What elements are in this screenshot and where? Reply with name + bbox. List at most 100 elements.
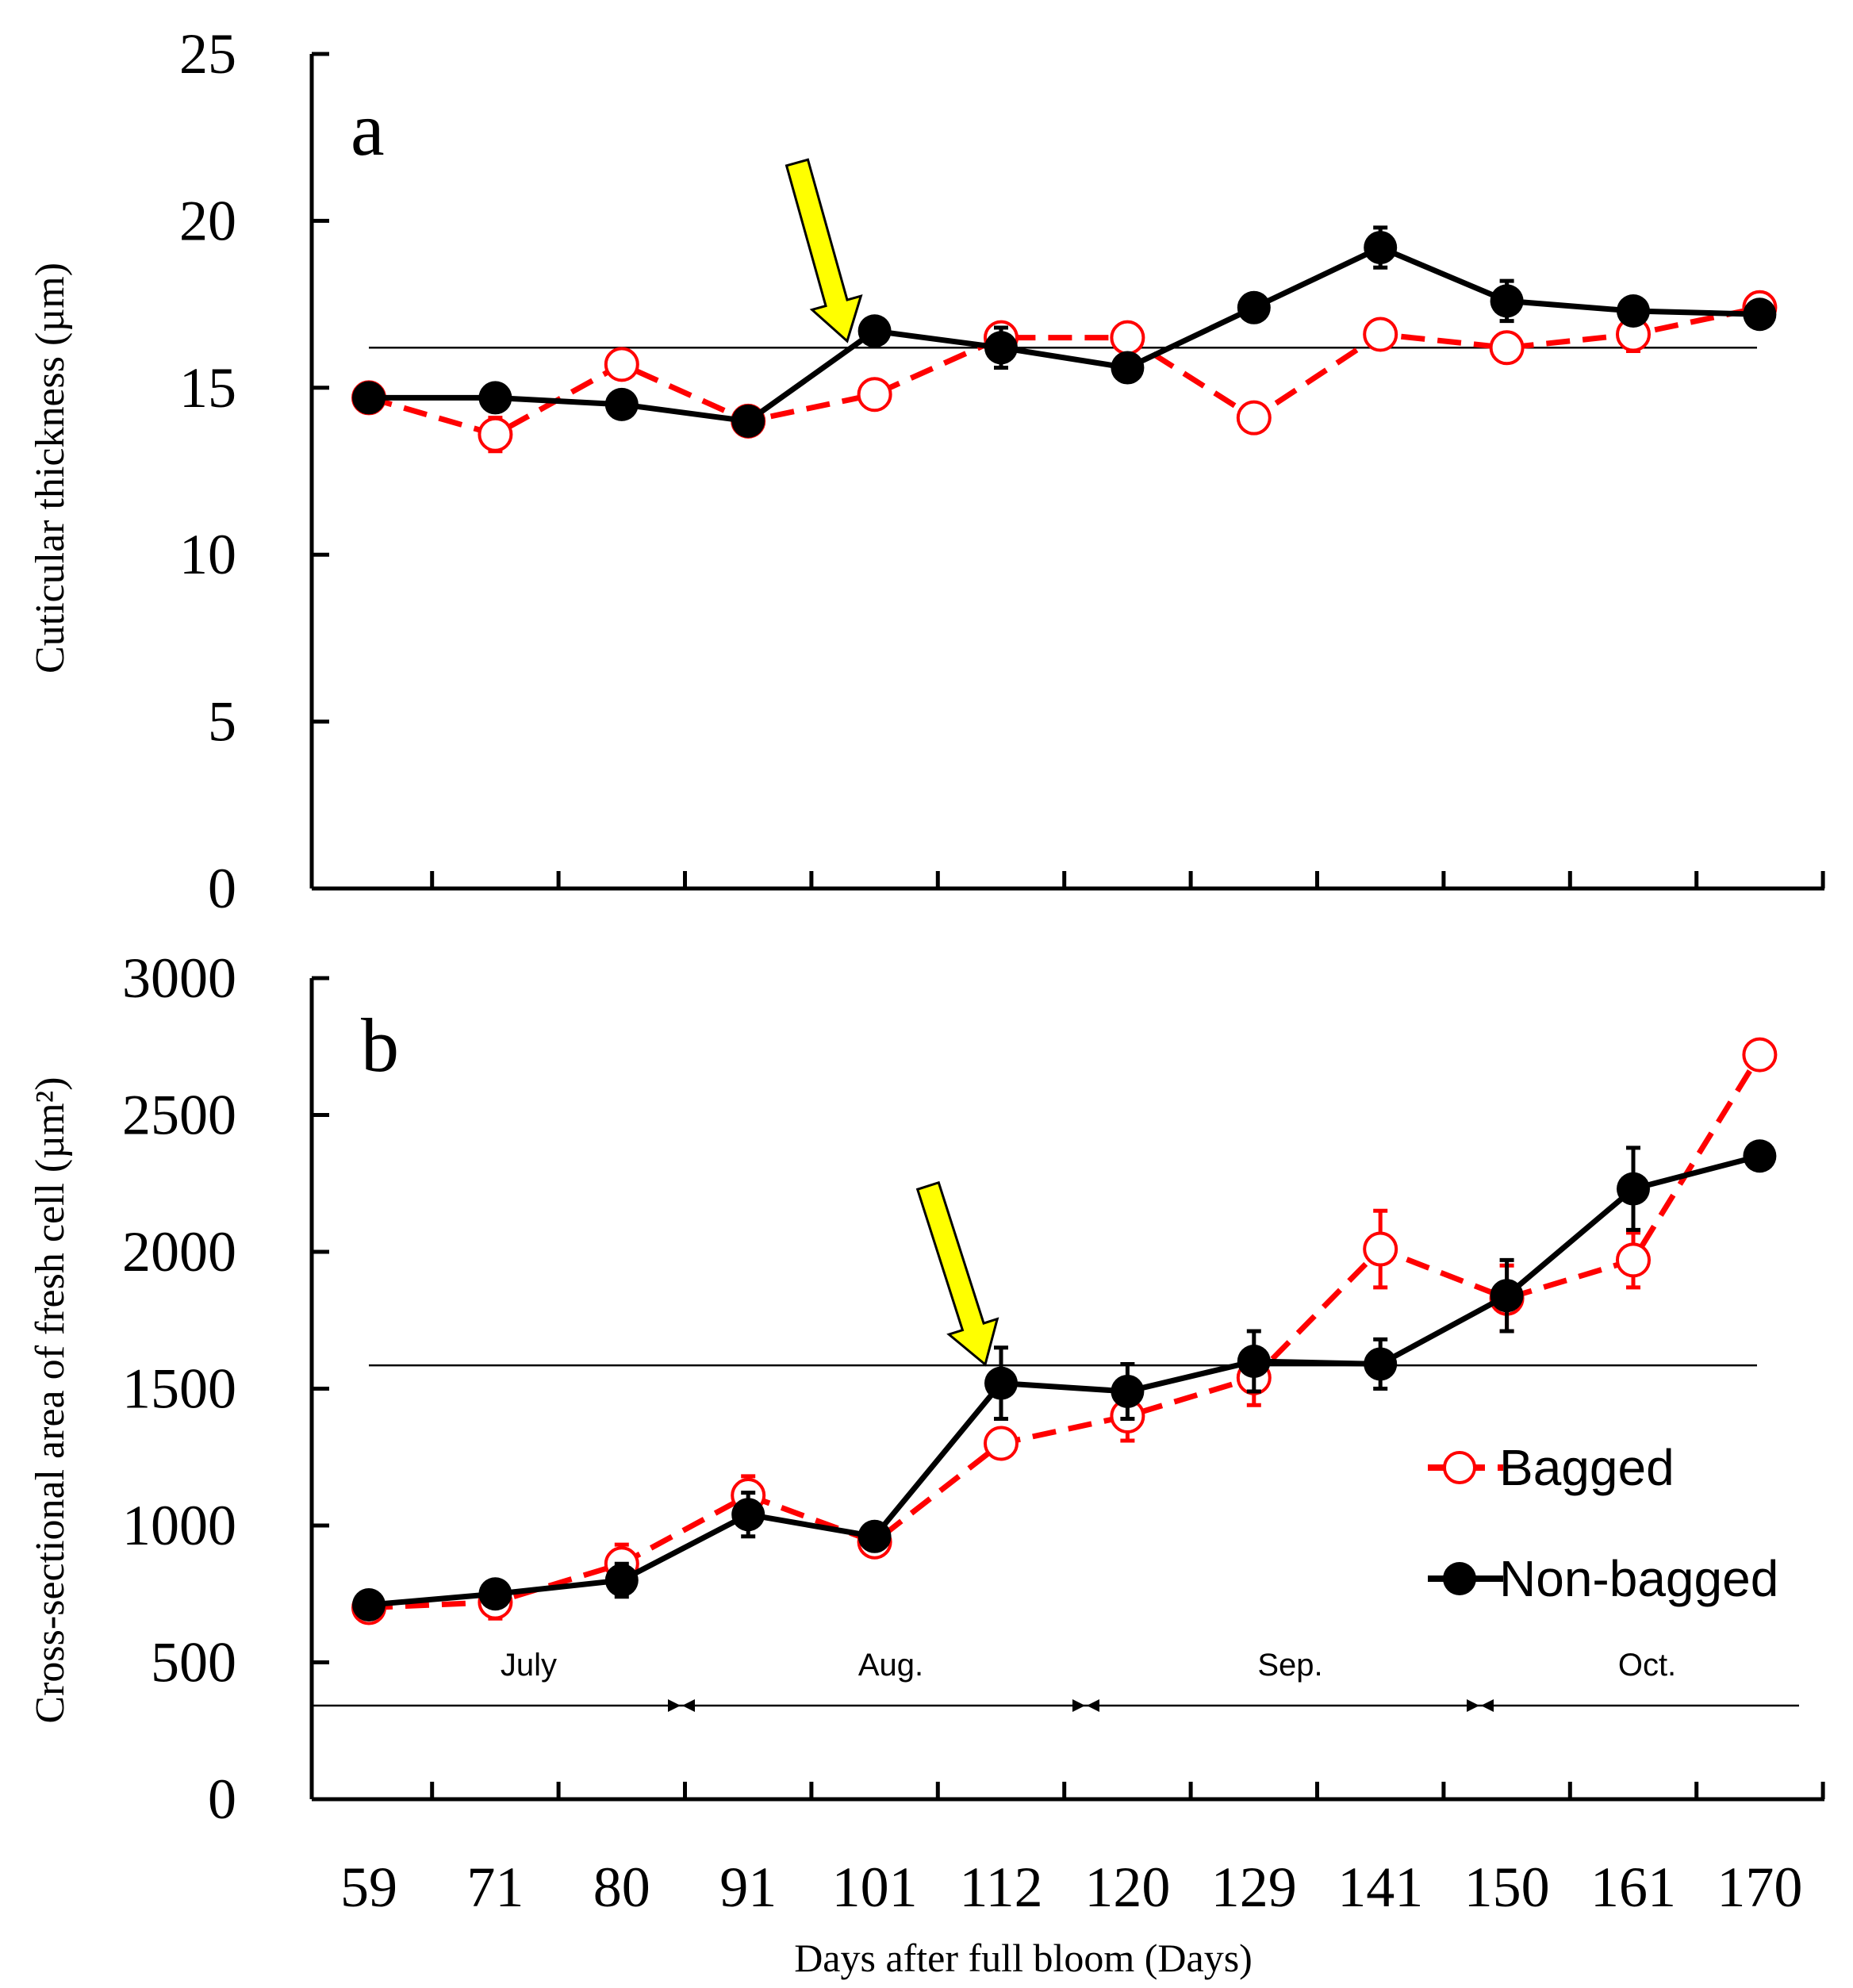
x-tick-label: 150: [1464, 1856, 1550, 1919]
data-point: [1364, 1347, 1398, 1381]
legend-item-bagged: Bagged: [1428, 1439, 1675, 1496]
yellow-arrow-icon: [915, 1180, 999, 1367]
panel-a-y-axis-title: Cuticular thickness (µm): [28, 263, 73, 674]
x-tick-label: 91: [719, 1856, 777, 1919]
month-arrowhead-icon: [668, 1699, 681, 1712]
x-tick-label: 59: [340, 1856, 397, 1919]
series-line: [368, 305, 1761, 438]
series-line: [369, 244, 1760, 424]
x-tick-label: 112: [959, 1856, 1042, 1919]
x-tick-label: 141: [1337, 1856, 1423, 1919]
data-point: [1742, 1037, 1778, 1073]
panel-b-label: b: [361, 1003, 399, 1088]
data-point: [1237, 1345, 1271, 1378]
x-axis-title: Days after full bloom (Days): [794, 1936, 1253, 1980]
panel-a-y-tick-label: 20: [179, 189, 236, 252]
data-point: [857, 1519, 892, 1553]
panel-a: a Cuticular thickness (µm) 0 5 10 15 20 25: [28, 22, 1825, 920]
data-point: [1237, 290, 1271, 324]
data-point: [1616, 1242, 1651, 1278]
x-tick-label: 129: [1211, 1856, 1297, 1919]
data-point: [1617, 1172, 1650, 1206]
legend-bagged-label: Bagged: [1499, 1439, 1675, 1496]
month-arrowhead-icon: [1072, 1699, 1085, 1712]
data-point: [1489, 330, 1525, 366]
month-arrowhead-icon: [682, 1699, 695, 1712]
x-axis-tick-labels: 59 71 80 91 101 112 120 129 141 150 161 170: [340, 1856, 1802, 1919]
data-point: [1363, 1231, 1398, 1267]
legend-non-bagged-marker: [1443, 1562, 1476, 1595]
month-label: Aug.: [858, 1648, 923, 1683]
data-point: [857, 314, 892, 348]
data-point: [857, 377, 892, 413]
panel-b-y-tick-label: 1000: [122, 1494, 236, 1557]
month-label: Oct.: [1618, 1648, 1676, 1683]
data-point: [1364, 231, 1398, 265]
data-point: [731, 1498, 765, 1532]
data-point: [1110, 320, 1145, 355]
data-point: [1617, 294, 1650, 328]
panel-a-axes: 0 5 10 15 20 25: [179, 22, 1825, 920]
panel-b-y-tick-label: 3000: [122, 946, 236, 1010]
panel-b-y-tick-label: 2500: [122, 1084, 236, 1147]
x-tick-label: 120: [1084, 1856, 1170, 1919]
x-tick-label: 161: [1590, 1856, 1676, 1919]
data-point: [604, 347, 639, 382]
panel-b-y-tick-label: 1500: [122, 1357, 236, 1421]
panel-a-y-tick-label: 15: [179, 356, 236, 420]
data-point: [478, 416, 513, 452]
panel-b-y-tick-label: 500: [151, 1631, 236, 1694]
data-point: [478, 381, 512, 415]
data-point: [1743, 297, 1777, 332]
data-point: [352, 381, 386, 415]
panel-a-plot-area: [351, 158, 1778, 454]
series-line: [368, 1153, 1761, 1608]
panel-b-y-tick-label: 2000: [122, 1220, 236, 1284]
data-point: [1363, 317, 1398, 352]
panel-a-y-tick-label: 0: [208, 857, 236, 920]
data-point: [1490, 1279, 1524, 1313]
panel-a-y-tick-label: 25: [179, 22, 236, 86]
panel-a-y-tick-label: 5: [208, 690, 236, 754]
series-bagged: [351, 290, 1778, 454]
yellow-arrow-icon: [785, 158, 863, 343]
panel-b-y-tick-label: 0: [208, 1767, 236, 1831]
data-point: [604, 387, 639, 421]
month-arrowhead-icon: [1467, 1699, 1479, 1712]
data-point: [604, 1564, 639, 1597]
data-point: [478, 1577, 512, 1611]
legend: Bagged Non-bagged: [1428, 1439, 1778, 1607]
data-point: [352, 1588, 386, 1622]
x-tick-label: 101: [832, 1856, 918, 1919]
series-bagged: [351, 1037, 1778, 1625]
data-point: [984, 331, 1018, 365]
month-arrowhead-icon: [1087, 1699, 1099, 1712]
data-point: [731, 404, 765, 438]
data-point: [984, 1426, 1019, 1461]
panel-b: b Cross-sectional area of fresh cell (µm…: [28, 946, 1825, 1831]
x-tick-label: 71: [466, 1856, 524, 1919]
panel-b-plot-area: [351, 1037, 1778, 1625]
data-point: [1743, 1139, 1777, 1173]
data-point: [1111, 1374, 1145, 1408]
panel-b-y-axis-title: Cross-sectional area of fresh cell (µm²): [28, 1077, 73, 1723]
series-line: [368, 1053, 1763, 1610]
legend-bagged-marker: [1443, 1451, 1476, 1484]
month-timeline: July Aug. Sep. Oct.: [313, 1648, 1799, 1712]
panel-b-axes: 0 500 1000 1500 2000 2500 3000: [122, 946, 1825, 1831]
month-label: Sep.: [1257, 1648, 1322, 1683]
month-label: July: [501, 1648, 557, 1683]
data-point: [1236, 400, 1272, 436]
series-non-bagged: [352, 225, 1777, 438]
panel-a-label: a: [351, 86, 385, 171]
legend-non-bagged-label: Non-bagged: [1499, 1550, 1778, 1607]
series-non-bagged: [352, 1139, 1777, 1622]
data-point: [1111, 351, 1145, 385]
legend-item-non-bagged: Non-bagged: [1428, 1550, 1778, 1607]
month-arrowhead-icon: [1481, 1699, 1494, 1712]
x-tick-label: 80: [593, 1856, 650, 1919]
x-tick-label: 170: [1717, 1856, 1802, 1919]
data-point: [1490, 284, 1524, 318]
panel-a-y-tick-label: 10: [179, 523, 236, 586]
